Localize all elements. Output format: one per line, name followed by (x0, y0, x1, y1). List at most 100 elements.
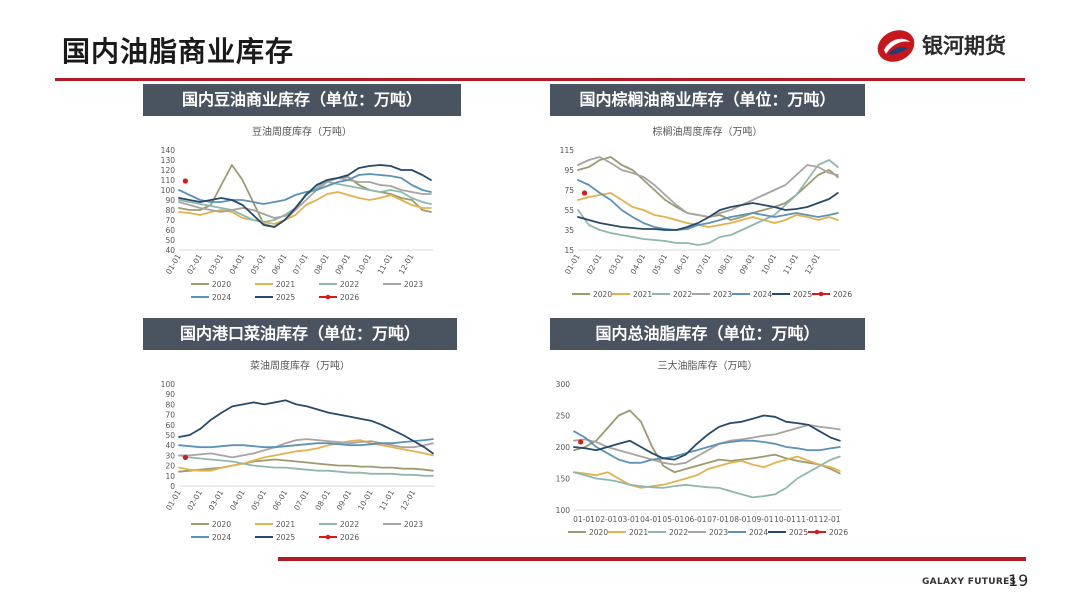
series-line-2020 (573, 409, 841, 475)
series-point-2026 (581, 190, 588, 196)
x-tick-label: 01-01 (573, 515, 595, 524)
y-tick-label: 60 (165, 226, 175, 235)
legend-label: 2023 (404, 280, 423, 289)
y-tick-label: 50 (165, 236, 175, 245)
y-tick-label: 35 (564, 226, 574, 235)
legend-item-2022: 2022 (319, 520, 359, 529)
series-line-2024 (573, 430, 841, 464)
legend-item-2023: 2023 (692, 290, 732, 299)
x-tick-label: 08-01 (716, 252, 735, 276)
series-line-2023 (178, 438, 434, 459)
series-line-2024 (178, 173, 432, 205)
x-tick-label: 04-01 (640, 515, 662, 524)
legend-label: 2022 (340, 280, 359, 289)
x-tick-label: 05-01 (249, 488, 268, 512)
footer-divider (278, 557, 1026, 561)
series-line-2022 (178, 454, 434, 477)
x-tick-label: 01-01 (164, 252, 183, 276)
legend-label: 2020 (589, 528, 608, 537)
legend-marker (814, 529, 820, 535)
series-line-2021 (577, 192, 839, 228)
series-line-2025 (178, 399, 434, 455)
x-tick-label: 10-01 (355, 252, 374, 276)
series-line-2024 (577, 179, 839, 231)
y-tick-label: 50 (165, 431, 175, 440)
legend-marker (325, 534, 331, 540)
legend-item-2024: 2024 (191, 293, 231, 302)
y-tick-label: 30 (165, 451, 175, 460)
legend-item-2021: 2021 (255, 520, 295, 529)
legend-item-2021: 2021 (255, 280, 295, 289)
legend-label: 2025 (276, 533, 295, 542)
y-tick-label: 10 (165, 472, 175, 481)
x-tick-label: 09-01 (333, 252, 352, 276)
x-tick-label: 12-01 (399, 488, 418, 512)
x-tick-label: 04-01 (228, 488, 247, 512)
x-tick-label: 12-01 (819, 515, 841, 524)
x-tick-label: 09-01 (752, 515, 774, 524)
legend-label: 2024 (212, 293, 231, 302)
series-line-2025 (573, 414, 841, 461)
brand-logo: 银河期货 (874, 24, 1034, 68)
legend-item-2020: 2020 (572, 290, 612, 299)
y-tick-label: 55 (564, 206, 574, 215)
x-tick-label: 11-01 (796, 515, 818, 524)
legend-label: 2026 (829, 528, 848, 537)
y-tick-label: 0 (170, 482, 175, 491)
legend-item-2024: 2024 (191, 533, 231, 542)
panel-header-palm: 国内棕榈油商业库存（单位：万吨） (550, 84, 865, 116)
legend-item-2021: 2021 (612, 290, 652, 299)
legend-label: 2024 (749, 528, 768, 537)
x-tick-label: 07-01 (292, 488, 311, 512)
y-tick-label: 75 (564, 186, 574, 195)
x-tick-label: 11-01 (781, 252, 800, 276)
x-tick-label: 08-01 (729, 515, 751, 524)
x-tick-label: 12-01 (803, 252, 822, 276)
series-line-2025 (577, 192, 839, 231)
legend-item-2023: 2023 (383, 280, 423, 289)
chart-total: 三大油脂库存（万吨） 100 150 200 250 300 01-01 02-01 03-01… (550, 352, 865, 552)
y-tick-label: 150 (556, 475, 571, 484)
y-tick-label: 200 (556, 443, 571, 452)
x-tick-label: 11-01 (377, 488, 396, 512)
y-tick-label: 100 (161, 380, 176, 389)
legend-label: 2020 (593, 290, 612, 299)
galaxy-logo-icon (877, 30, 915, 62)
y-tick-label: 90 (165, 196, 175, 205)
x-tick-label: 07-01 (694, 252, 713, 276)
series-line-2022 (577, 159, 839, 246)
series-line-2023 (573, 424, 841, 466)
page-number: 19 (1008, 571, 1029, 590)
chart-palm: 棕榈油周度库存（万吨） 15 35 55 75 95 115 01-01 02-01 03-01 0… (550, 118, 865, 308)
series-line-2024 (178, 438, 434, 449)
y-tick-label: 130 (161, 156, 176, 165)
y-tick-label: 115 (560, 146, 575, 155)
legend-label: 2021 (633, 290, 652, 299)
x-tick-label: 10-01 (774, 515, 796, 524)
legend-item-2023: 2023 (383, 520, 423, 529)
x-tick-label: 08-01 (313, 488, 332, 512)
legend-label: 2026 (833, 290, 852, 299)
x-tick-label: 09-01 (335, 488, 354, 512)
legend-item-2022: 2022 (319, 280, 359, 289)
series-line-2023 (178, 177, 432, 219)
y-tick-label: 70 (165, 216, 175, 225)
series-point-2026 (578, 439, 584, 445)
legend-item-2024: 2024 (728, 528, 768, 537)
y-tick-label: 140 (161, 146, 176, 155)
chart-title: 豆油周度库存（万吨） (252, 125, 352, 138)
legend-label: 2022 (673, 290, 692, 299)
chart-total-svg: 三大油脂库存（万吨） 100 150 200 250 300 01-01 02-01 03-01… (556, 359, 849, 537)
y-tick-label: 95 (564, 166, 574, 175)
series-point-2026 (182, 178, 188, 184)
legend-item-2025: 2025 (255, 293, 295, 302)
y-tick-label: 20 (165, 462, 175, 471)
legend-label: 2023 (713, 290, 732, 299)
legend-label: 2021 (276, 520, 295, 529)
legend-item-2025: 2025 (772, 290, 812, 299)
x-tick-label: 05-01 (650, 252, 669, 276)
x-tick-label: 03-01 (207, 488, 226, 512)
footer-brand: GALAXY FUTURES (922, 577, 1017, 587)
legend-marker (818, 291, 824, 297)
x-tick-label: 02-01 (185, 252, 204, 276)
